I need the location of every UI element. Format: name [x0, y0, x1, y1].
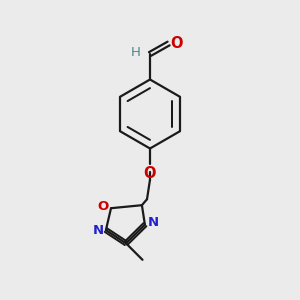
Text: O: O: [144, 166, 156, 181]
Text: N: N: [93, 224, 104, 237]
Text: H: H: [130, 46, 140, 59]
Text: N: N: [147, 216, 158, 230]
Text: O: O: [170, 36, 183, 51]
Text: O: O: [98, 200, 109, 214]
